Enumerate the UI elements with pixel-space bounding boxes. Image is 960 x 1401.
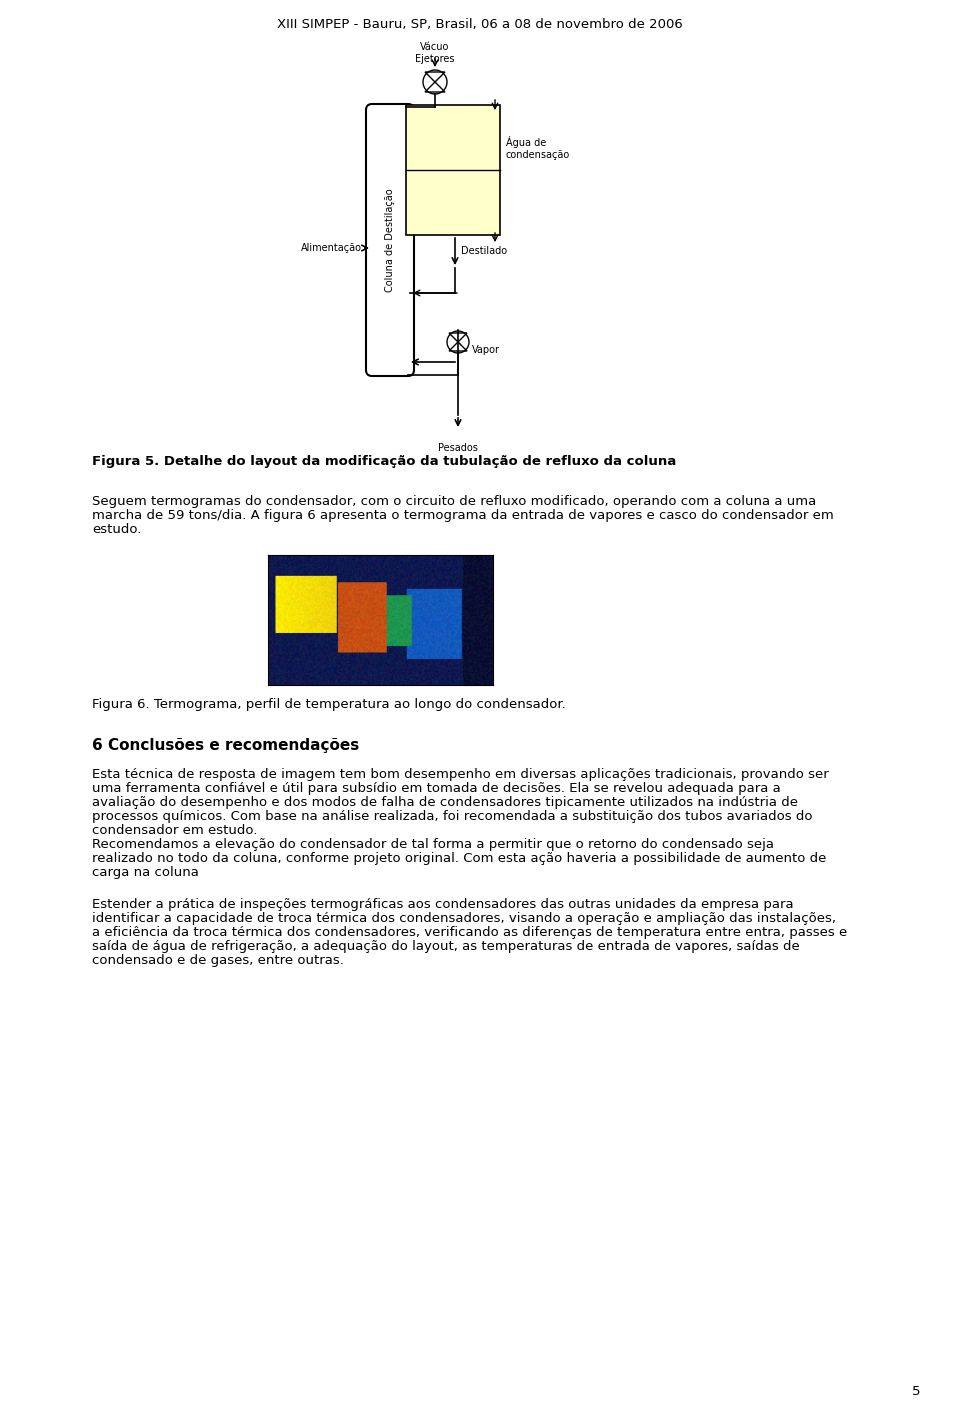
Text: Figura 6. Termograma, perfil de temperatura ao longo do condensador.: Figura 6. Termograma, perfil de temperat… [92, 698, 565, 710]
Text: Pesados: Pesados [438, 443, 478, 453]
Text: identificar a capacidade de troca térmica dos condensadores, visando a operação : identificar a capacidade de troca térmic… [92, 912, 836, 925]
FancyBboxPatch shape [366, 104, 414, 375]
Text: Água de
condensação: Água de condensação [506, 136, 570, 160]
Text: condensador em estudo.: condensador em estudo. [92, 824, 257, 836]
Text: Destilado: Destilado [461, 247, 507, 256]
Text: marcha de 59 tons/dia. A figura 6 apresenta o termograma da entrada de vapores e: marcha de 59 tons/dia. A figura 6 aprese… [92, 509, 833, 523]
Text: avaliação do desempenho e dos modos de falha de condensadores tipicamente utiliz: avaliação do desempenho e dos modos de f… [92, 796, 798, 808]
Text: Recomendamos a elevação do condensador de tal forma a permitir que o retorno do : Recomendamos a elevação do condensador d… [92, 838, 774, 850]
Text: Vapor: Vapor [472, 345, 500, 354]
Text: Vácuo
Ejetores: Vácuo Ejetores [416, 42, 455, 63]
Text: saída de água de refrigeração, a adequação do layout, as temperaturas de entrada: saída de água de refrigeração, a adequaç… [92, 940, 800, 953]
Text: realizado no todo da coluna, conforme projeto original. Com esta ação haveria a : realizado no todo da coluna, conforme pr… [92, 852, 827, 864]
Text: Seguem termogramas do condensador, com o circuito de refluxo modificado, operand: Seguem termogramas do condensador, com o… [92, 495, 816, 509]
Text: condensado e de gases, entre outras.: condensado e de gases, entre outras. [92, 954, 344, 967]
Text: estudo.: estudo. [92, 523, 141, 537]
Bar [406, 105, 500, 235]
Text: a eficiência da troca térmica dos condensadores, verificando as diferenças de te: a eficiência da troca térmica dos conden… [92, 926, 848, 939]
Text: Alimentação: Alimentação [301, 242, 362, 254]
Text: XIII SIMPEP - Bauru, SP, Brasil, 06 a 08 de novembro de 2006: XIII SIMPEP - Bauru, SP, Brasil, 06 a 08… [277, 18, 683, 31]
Text: Esta técnica de resposta de imagem tem bom desempenho em diversas aplicações tra: Esta técnica de resposta de imagem tem b… [92, 768, 828, 780]
Text: 6 Conclusões e recomendações: 6 Conclusões e recomendações [92, 738, 359, 752]
Text: processos químicos. Com base na análise realizada, foi recomendada a substituiçã: processos químicos. Com base na análise … [92, 810, 812, 822]
Text: Coluna de Destilação: Coluna de Destilação [385, 188, 395, 291]
Text: 5: 5 [911, 1386, 920, 1398]
Text: carga na coluna: carga na coluna [92, 866, 199, 878]
Text: Estender a prática de inspeções termográficas aos condensadores das outras unida: Estender a prática de inspeções termográ… [92, 898, 794, 911]
Text: uma ferramenta confiável e útil para subsídio em tomada de decisões. Ela se reve: uma ferramenta confiável e útil para sub… [92, 782, 780, 794]
Text: Figura 5. Detalhe do layout da modificação da tubulação de refluxo da coluna: Figura 5. Detalhe do layout da modificaç… [92, 455, 676, 468]
